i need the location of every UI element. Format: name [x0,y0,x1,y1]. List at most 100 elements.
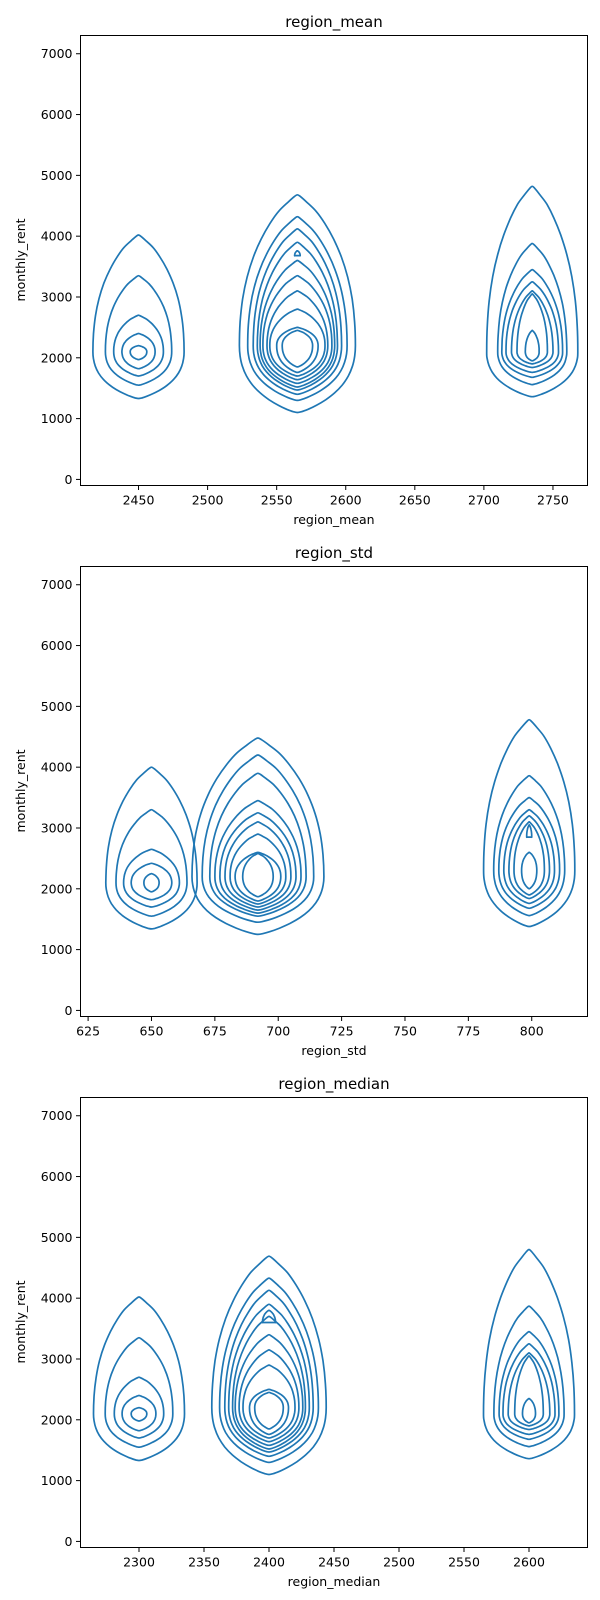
y-tick-label: 3000 [41,1351,73,1366]
contour-level [143,872,160,893]
y-axis-label: monthly_rent [13,1280,28,1363]
contour-level [238,193,357,414]
contour-level [261,1309,277,1324]
contour-level [115,808,188,918]
contour-level [210,1255,328,1476]
contour-level [482,1248,576,1460]
contour-level [485,185,579,398]
contour-level [521,1397,537,1424]
x-axis: 625 650 675 700 725 750 775 800 [76,1016,544,1039]
contour-level [121,332,156,370]
y-tick-label: 5000 [41,699,73,714]
y-tick-label: 3000 [41,289,73,304]
contour-level [513,821,546,896]
contour-level [482,718,576,928]
chart-title: region_median [278,1075,389,1094]
contour-level [191,737,325,936]
x-tick-label: 2450 [123,493,155,508]
contour-level [234,851,282,902]
contour-level [496,242,568,386]
contour-level [104,766,198,930]
contour-level [268,308,326,377]
x-tick-label: 2600 [513,1555,545,1570]
x-tick-label: 2450 [318,1555,350,1570]
x-tick-label: 2550 [261,493,293,508]
x-axis: 2450 2500 2550 2600 2650 2700 2750 [123,485,569,508]
y-tick-label: 7000 [41,46,73,61]
contour-level [241,852,275,898]
contour-level [229,833,287,905]
y-axis: 0 1000 2000 3000 4000 5000 6000 7000 [41,1108,81,1549]
contour-level [513,1355,545,1427]
contour-level [104,1336,174,1449]
y-tick-label: 7000 [41,1108,73,1123]
y-tick-label: 2000 [41,881,73,896]
y-axis: 0 1000 2000 3000 4000 5000 6000 7000 [41,577,81,1018]
plot-frame [80,35,588,486]
contour-level [248,1388,290,1436]
contour-level [275,326,319,374]
contour-level [516,293,549,365]
contour-layer [92,185,579,414]
contour-level [498,1330,560,1441]
contour-level [112,314,165,377]
contour-level [246,215,348,402]
contour-level [525,824,533,839]
contour-level [224,821,292,908]
y-tick-label: 6000 [41,107,73,122]
y-tick-label: 1000 [41,1473,73,1488]
contour-level [231,1315,307,1450]
contour-level [208,772,307,918]
contour-level [92,234,185,400]
contour-level [92,1296,186,1462]
x-tick-label: 2700 [468,493,500,508]
y-axis-label: monthly_rent [13,218,28,301]
x-tick-label: 2500 [383,1555,415,1570]
x-tick-label: 625 [76,1024,100,1039]
y-axis-label: monthly_rent [13,749,28,832]
y-tick-label: 4000 [41,760,73,775]
contour-level [259,259,336,388]
plot-frame [80,1097,588,1548]
x-tick-label: 2350 [188,1555,220,1570]
contour-level [502,808,556,905]
contour-level [218,1277,320,1464]
contour-level [493,1305,565,1448]
contour-level [252,228,343,396]
contour-level [227,1303,311,1453]
x-tick-label: 2600 [330,493,362,508]
x-tick-label: 750 [393,1024,417,1039]
chart-title: region_std [295,544,373,563]
contour-level [113,1376,165,1439]
contour-level [223,1289,315,1458]
y-tick-label: 1000 [41,411,73,426]
contour-level [234,1333,304,1447]
x-tick-label: 2650 [399,493,431,508]
y-tick-label: 3000 [41,820,73,835]
contour-level [505,280,560,374]
chart-title: region_mean [285,13,382,32]
contour-level [256,241,339,391]
x-tick-label: 800 [520,1024,544,1039]
x-axis-label: region_std [301,1043,366,1058]
contour-level [130,862,173,901]
contour-level [238,1349,300,1443]
x-tick-label: 725 [330,1024,354,1039]
contour-level [214,799,302,914]
contour-level [262,274,333,385]
contour-level [500,268,564,379]
contour-level [219,811,297,911]
contour-level [502,1342,556,1436]
contour-level [253,1391,285,1430]
y-tick-label: 0 [65,1003,73,1018]
contour-level [520,851,538,890]
contour-level [266,290,329,381]
plot-frame [80,566,588,1017]
y-tick-label: 6000 [41,1169,73,1184]
x-axis-label: region_median [288,1574,381,1589]
x-tick-label: 2400 [253,1555,285,1570]
x-tick-label: 675 [203,1024,227,1039]
contour-level [492,774,566,917]
y-axis: 0 1000 2000 3000 4000 5000 6000 7000 [41,46,81,487]
